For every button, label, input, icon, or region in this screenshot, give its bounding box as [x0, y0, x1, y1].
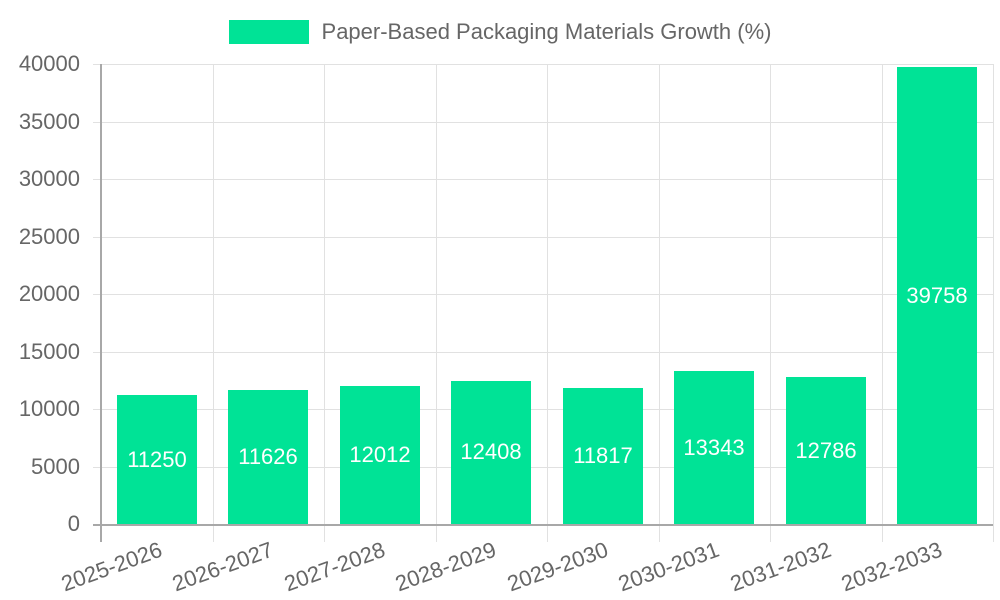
bar-value-label: 11817 — [573, 442, 633, 468]
chart-legend: Paper-Based Packaging Materials Growth (… — [0, 18, 1000, 46]
bar[interactable]: 12786 — [786, 377, 866, 524]
x-axis-tick-label: 2030-2031 — [614, 536, 723, 597]
gridline-vertical — [436, 64, 437, 542]
bar-value-label: 11626 — [238, 443, 298, 469]
x-axis-tick-label: 2027-2028 — [280, 536, 389, 597]
bar-value-label: 39758 — [906, 282, 968, 308]
bar[interactable]: 11626 — [228, 390, 308, 524]
bar-value-label: 12012 — [349, 442, 411, 468]
gridline-vertical — [324, 64, 325, 542]
x-axis-tick-label: 2031-2032 — [726, 536, 835, 597]
bar-value-label: 13343 — [683, 434, 745, 460]
x-axis-tick-label: 2025-2026 — [57, 536, 166, 597]
y-axis-tick-label: 25000 — [18, 224, 80, 249]
y-axis-tick-label: 15000 — [18, 339, 80, 364]
x-axis-tick-label: 2028-2029 — [391, 536, 500, 597]
gridline-horizontal — [93, 352, 993, 353]
y-axis-tick-label: 0 — [67, 511, 80, 536]
bar[interactable]: 12012 — [340, 386, 420, 524]
x-axis-tick-label: 2029-2030 — [503, 536, 612, 597]
gridline-vertical — [547, 64, 548, 542]
bar-value-label: 12786 — [795, 437, 857, 463]
bar[interactable]: 11817 — [563, 388, 643, 524]
y-axis-tick-label: 20000 — [18, 281, 80, 306]
gridline-horizontal — [93, 179, 993, 180]
gridline-vertical — [770, 64, 771, 542]
y-axis-tick-label: 10000 — [18, 396, 80, 421]
bar[interactable]: 39758 — [897, 67, 977, 524]
gridline-horizontal — [93, 467, 993, 468]
bar-value-label: 11250 — [127, 446, 187, 472]
gridline-horizontal — [93, 237, 993, 238]
bar[interactable]: 12408 — [451, 381, 531, 524]
gridline-horizontal — [93, 294, 993, 295]
y-axis-tick-label: 30000 — [18, 166, 80, 191]
gridline-vertical — [659, 64, 660, 542]
y-axis-tick-label: 5000 — [31, 454, 80, 479]
x-axis-tick-label: 2032-2033 — [837, 536, 946, 597]
legend-swatch[interactable] — [228, 20, 309, 44]
x-axis-line — [93, 524, 993, 526]
y-axis-line — [100, 64, 102, 542]
gridline-vertical — [993, 64, 994, 542]
gridline-horizontal — [93, 122, 993, 123]
gridline-horizontal — [93, 64, 993, 65]
y-axis-tick-label: 35000 — [18, 109, 80, 134]
y-axis-tick-label: 40000 — [18, 51, 80, 76]
bar[interactable]: 13343 — [674, 371, 754, 524]
legend-label: Paper-Based Packaging Materials Growth (… — [321, 19, 772, 44]
bar-value-label: 12408 — [460, 439, 522, 465]
gridline-vertical — [213, 64, 214, 542]
x-axis-tick-label: 2026-2027 — [168, 536, 277, 597]
gridline-vertical — [882, 64, 883, 542]
bar[interactable]: 11250 — [117, 395, 197, 524]
gridline-horizontal — [93, 409, 993, 410]
